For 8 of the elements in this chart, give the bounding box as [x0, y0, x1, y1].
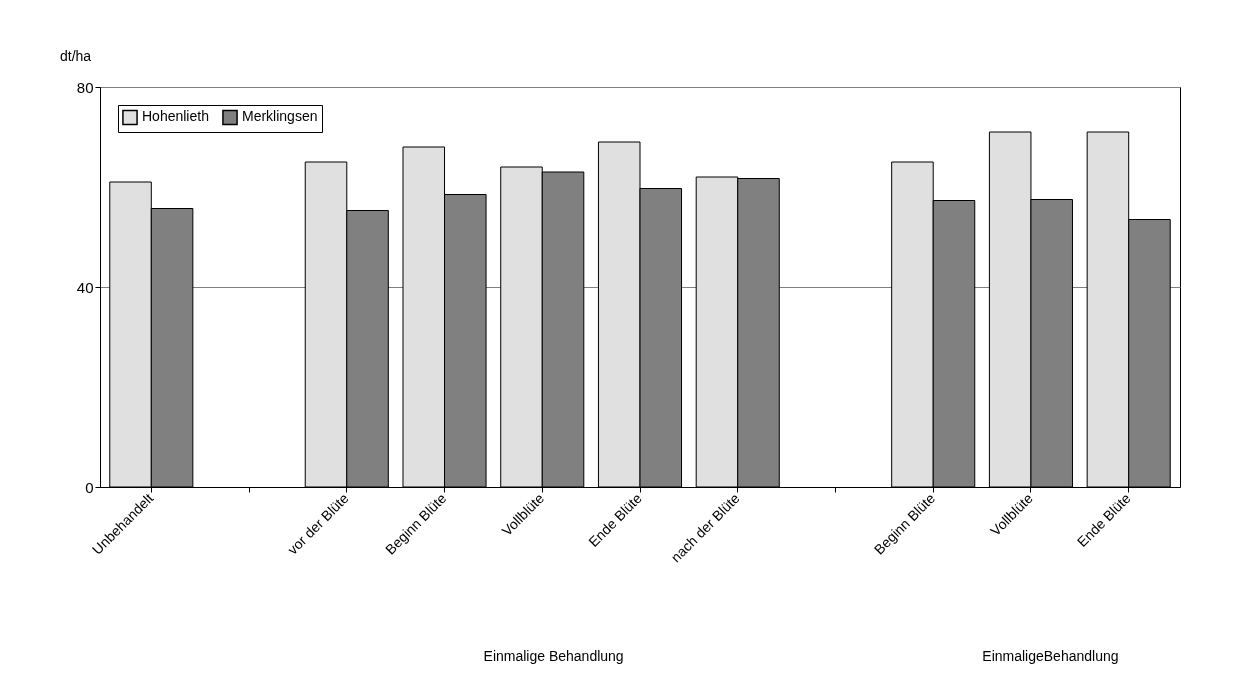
y-tick-label: 40 — [76, 278, 94, 296]
legend-label: Merklingsen — [242, 108, 318, 125]
y-axis-title: dt/ha — [60, 48, 92, 64]
legend-label: Hohenlieth — [142, 108, 209, 125]
text: EinmaligeBehandlung — [982, 648, 1119, 664]
text: Einmalige Behandlung — [483, 648, 624, 664]
y-tick-label: 0 — [85, 478, 94, 496]
y-tick-label: 80 — [76, 78, 94, 96]
